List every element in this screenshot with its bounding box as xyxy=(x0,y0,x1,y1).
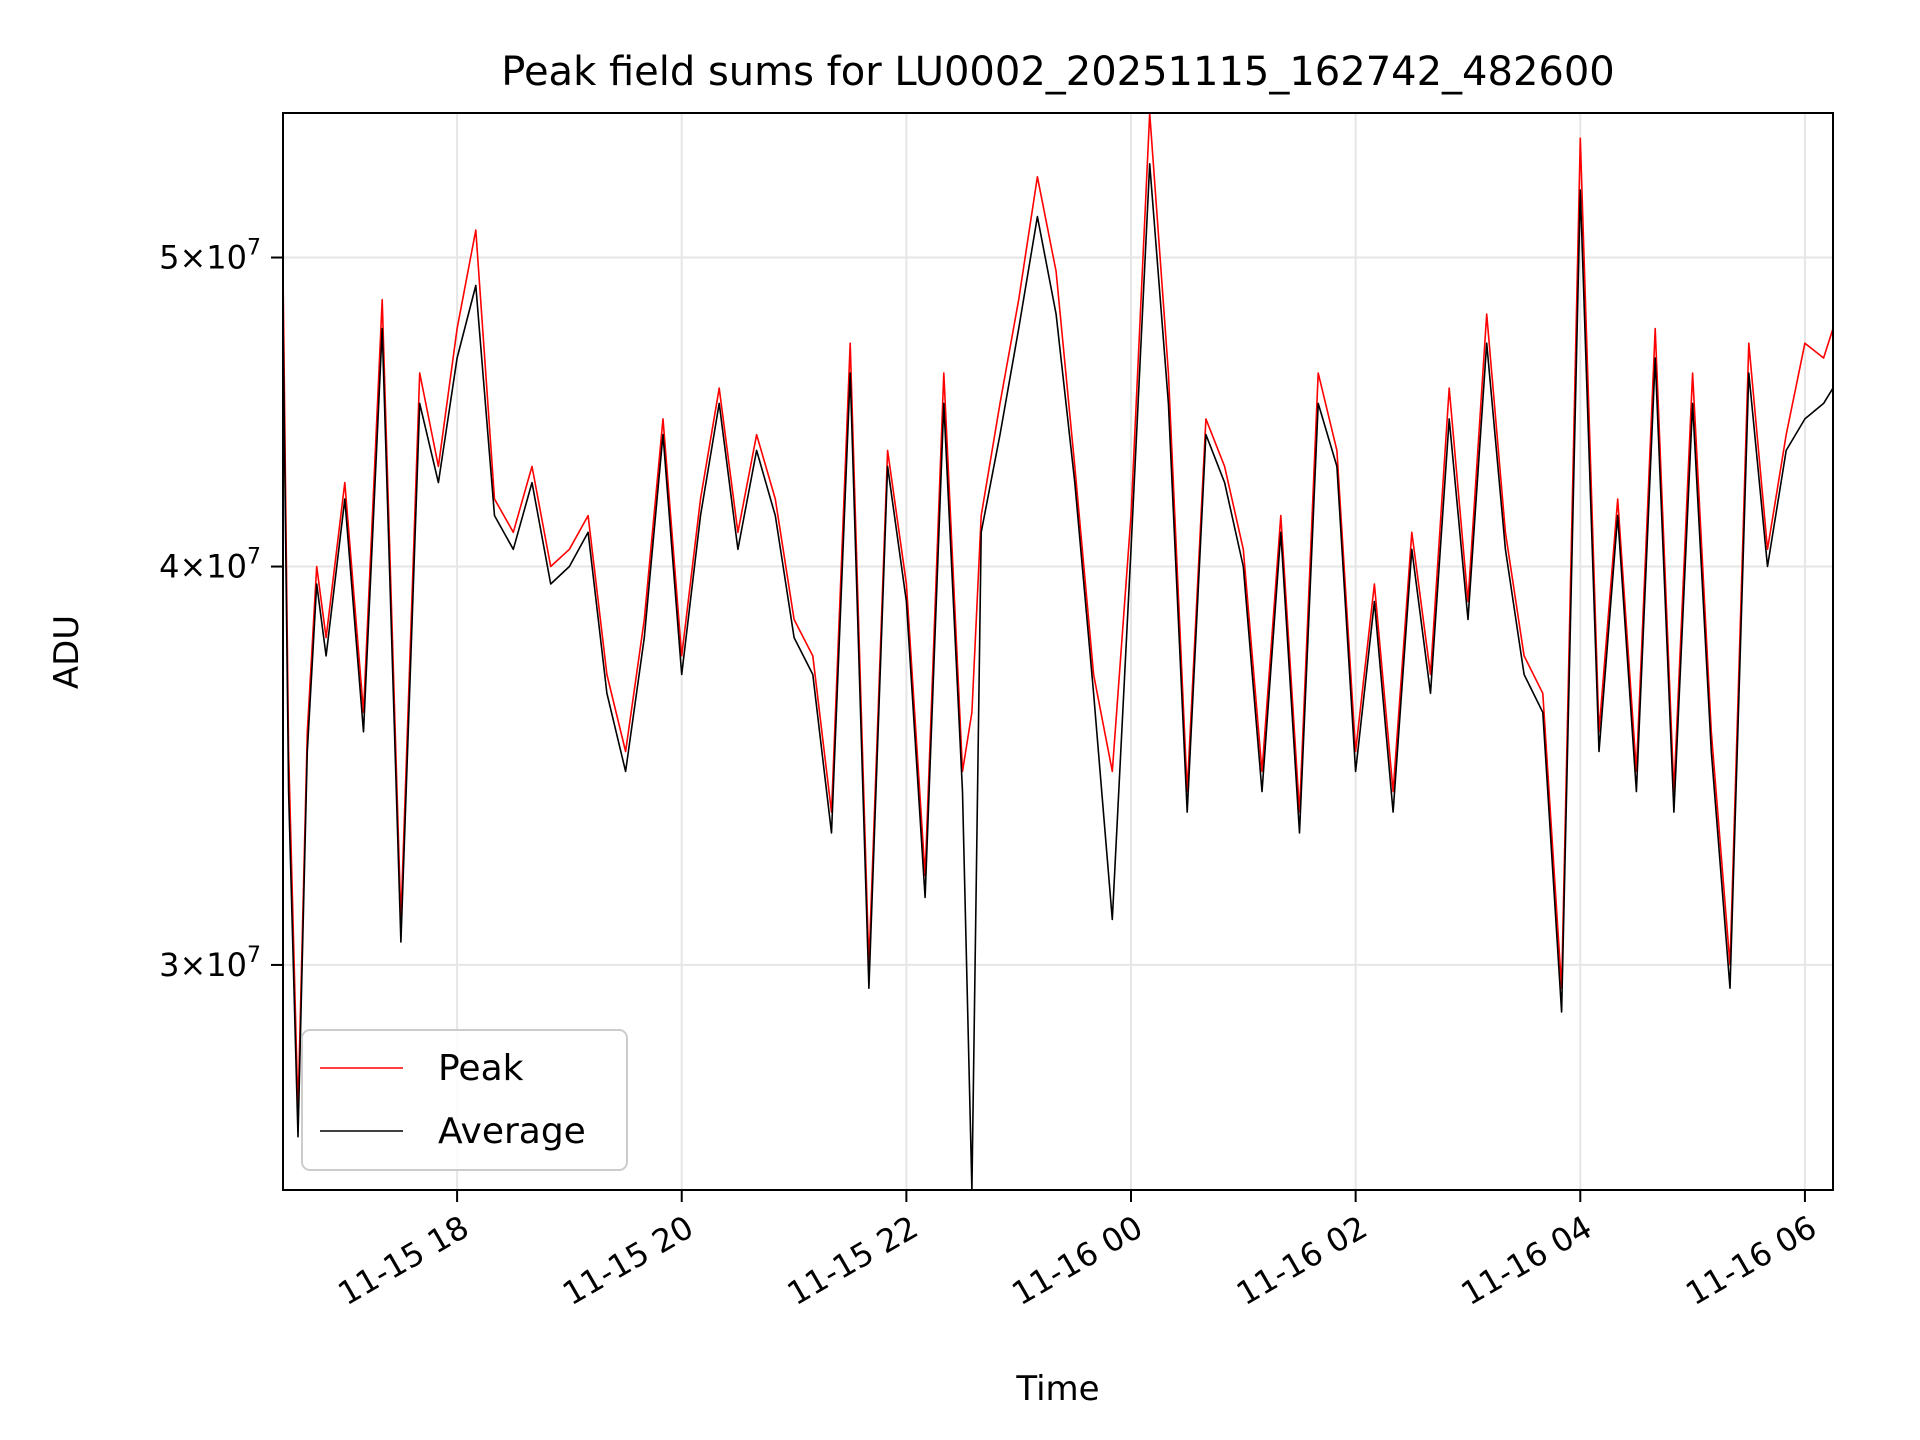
y-tick-label: 3×107 xyxy=(159,943,261,984)
y-axis-ticks: 3×107 4×107 5×107 xyxy=(159,236,283,984)
chart-title: Peak field sums for LU0002_20251115_1627… xyxy=(501,49,1615,95)
y-tick-label: 5×107 xyxy=(159,236,261,277)
x-axis-label: Time xyxy=(1015,1369,1099,1409)
plot-frame xyxy=(282,112,1834,1191)
series-line-average xyxy=(282,163,1834,1191)
y-axis-label: ADU xyxy=(47,615,87,689)
legend-box xyxy=(301,1029,628,1171)
y-tick-label: 4×107 xyxy=(159,545,261,586)
series-line-peak xyxy=(282,112,1834,1112)
legend: Peak Average xyxy=(301,1029,628,1171)
legend-label-peak: Peak xyxy=(438,1048,524,1089)
plot-series xyxy=(282,112,1834,1191)
legend-label-average: Average xyxy=(438,1111,586,1152)
